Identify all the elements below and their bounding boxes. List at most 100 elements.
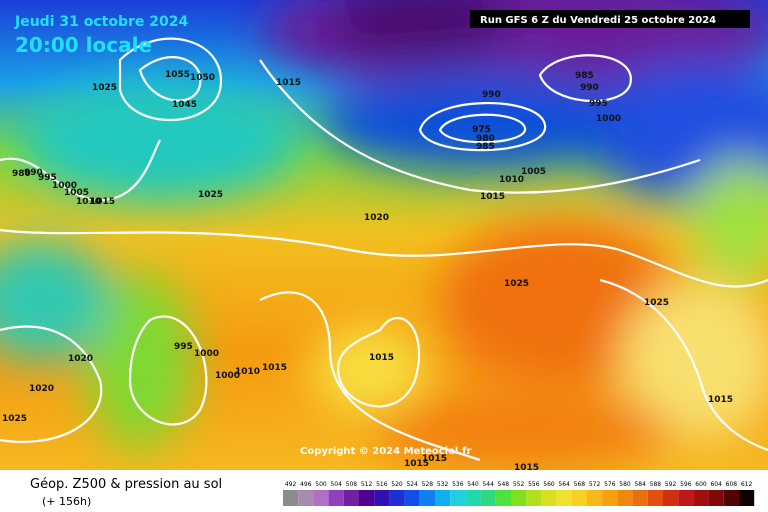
isobar-label: 990 xyxy=(580,83,599,93)
scale-swatch xyxy=(693,490,709,506)
scale-label: 576 xyxy=(604,481,616,488)
forecast-date: Jeudi 31 octobre 2024 xyxy=(14,14,188,30)
scale-swatch xyxy=(298,490,314,506)
isobar-label: 1010 xyxy=(76,197,101,207)
scale-label: 612 xyxy=(741,481,753,488)
scale-swatch xyxy=(450,490,466,506)
scale-label: 544 xyxy=(482,481,494,488)
scale-label: 516 xyxy=(376,481,388,488)
scale-label: 600 xyxy=(695,481,707,488)
copyright: Copyright © 2024 Meteociel.fr xyxy=(300,446,471,457)
isobar-label: 1005 xyxy=(64,188,89,198)
forecast-time: 20:00 locale xyxy=(15,33,152,57)
scale-swatch xyxy=(723,490,739,506)
isobar-label: 1000 xyxy=(194,349,219,359)
run-info: Run GFS 6 Z du Vendredi 25 octobre 2024 xyxy=(480,15,716,26)
scale-swatch xyxy=(587,490,603,506)
scale-label: 604 xyxy=(710,481,722,488)
isobar-label: 985 xyxy=(476,142,495,152)
scale-label: 496 xyxy=(300,481,312,488)
isobar-label: 1010 xyxy=(499,175,524,185)
isobar-label: 1010 xyxy=(235,367,260,377)
isobar-label: 1000 xyxy=(52,181,77,191)
scale-label: 556 xyxy=(528,481,540,488)
map-background xyxy=(0,0,768,470)
scale-label: 520 xyxy=(391,481,403,488)
scale-swatch xyxy=(617,490,633,506)
scale-label: 508 xyxy=(346,481,358,488)
isobar-label: 1015 xyxy=(480,192,505,202)
legend-title: Géop. Z500 & pression au sol xyxy=(30,477,222,492)
scale-swatch xyxy=(647,490,663,506)
scale-swatch xyxy=(343,490,359,506)
isobar-label: 1025 xyxy=(198,190,223,200)
scale-label: 560 xyxy=(543,481,555,488)
scale-label: 588 xyxy=(650,481,662,488)
color-scale: 492 496 500 504 508 512 516 520 524 528 532 536 540 5… xyxy=(283,481,755,506)
scale-swatch xyxy=(465,490,481,506)
run-box xyxy=(470,10,750,28)
scale-label: 592 xyxy=(665,481,677,488)
scale-label: 540 xyxy=(467,481,479,488)
scale-label: 512 xyxy=(361,481,373,488)
scale-swatch xyxy=(678,490,694,506)
scale-swatch xyxy=(708,490,724,506)
isobar-label: 1015 xyxy=(369,353,394,363)
isobar-label: 980 xyxy=(12,169,31,179)
isobar-label: 1045 xyxy=(172,100,197,110)
isobar-label: 1000 xyxy=(596,114,621,124)
isobar-label: 980 xyxy=(476,134,495,144)
scale-swatch xyxy=(283,490,299,506)
scale-swatch xyxy=(374,490,390,506)
isobar-label: 990 xyxy=(24,168,43,178)
scale-swatch xyxy=(313,490,329,506)
scale-label: 584 xyxy=(634,481,646,488)
legend-lead: (+ 156h) xyxy=(42,495,91,508)
isobar-label: 1025 xyxy=(92,83,117,93)
scale-swatch xyxy=(632,490,648,506)
isobar-label: 975 xyxy=(472,125,491,135)
scale-swatch xyxy=(526,490,542,506)
isobar-label: 1020 xyxy=(29,384,54,394)
scale-swatch xyxy=(480,490,496,506)
scale-swatch xyxy=(511,490,527,506)
isobar-label: 1005 xyxy=(521,167,546,177)
isobar-label: 985 xyxy=(575,71,594,81)
isobar-label: 995 xyxy=(174,342,193,352)
isobar-label: 1015 xyxy=(514,463,539,473)
scale-swatch xyxy=(663,490,679,506)
isobar-label: 995 xyxy=(589,99,608,109)
isobar-label: 995 xyxy=(38,173,57,183)
isobar-label: 1020 xyxy=(364,213,389,223)
scale-label: 568 xyxy=(574,481,586,488)
scale-swatch xyxy=(404,490,420,506)
scale-label: 572 xyxy=(589,481,601,488)
scale-swatch xyxy=(571,490,587,506)
isobar-label: 1025 xyxy=(504,279,529,289)
scale-label: 552 xyxy=(513,481,525,488)
scale-swatch xyxy=(739,490,755,506)
isobar-label: 1015 xyxy=(262,363,287,373)
scale-swatch xyxy=(556,490,572,506)
isobar-label: 1000 xyxy=(215,371,240,381)
isobar-label: 990 xyxy=(482,90,501,100)
isobar-label: 1015 xyxy=(90,197,115,207)
isobar-label: 1020 xyxy=(68,354,93,364)
scale-label: 596 xyxy=(680,481,692,488)
isobar-label: 1055 xyxy=(165,70,190,80)
scale-swatch xyxy=(495,490,511,506)
scale-swatch xyxy=(435,490,451,506)
scale-label: 500 xyxy=(315,481,327,488)
scale-label: 532 xyxy=(437,481,449,488)
isobar-label: 1025 xyxy=(2,414,27,424)
scale-swatch xyxy=(359,490,375,506)
scale-label: 504 xyxy=(330,481,342,488)
scale-swatch xyxy=(419,490,435,506)
scale-swatch xyxy=(328,490,344,506)
isobar-label: 1025 xyxy=(644,298,669,308)
scale-label: 608 xyxy=(726,481,738,488)
scale-label: 528 xyxy=(422,481,434,488)
scale-swatch xyxy=(602,490,618,506)
isobar-label: 1015 xyxy=(276,78,301,88)
scale-label: 524 xyxy=(406,481,418,488)
